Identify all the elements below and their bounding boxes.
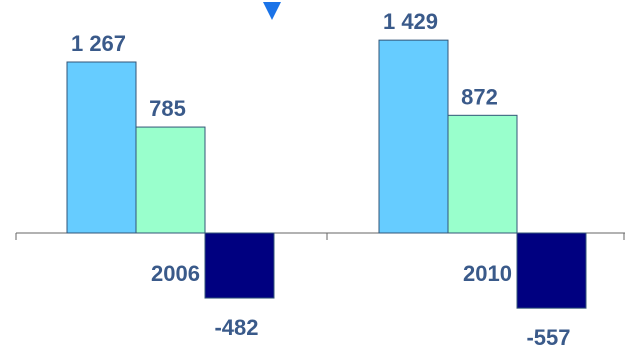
bar-2006-series-3 [204,232,275,299]
bar-2010-series-1 [378,39,449,234]
data-label: 785 [149,96,186,121]
chart-marks: 1 267 1 429 785 872 -482 -557 2006 2010 [15,2,625,350]
bar-2006-series-2 [135,126,206,234]
data-label: -557 [526,325,570,348]
data-label: -482 [214,315,258,340]
data-label: 1 267 [71,31,126,56]
bar-2010-series-2 [447,114,518,234]
bar-2006-series-1 [66,61,137,234]
data-label: 872 [461,84,498,109]
down-arrow-marker-icon [263,2,281,20]
category-label-2006: 2006 [151,261,200,286]
category-label-2010: 2010 [463,261,512,286]
data-label: 1 429 [383,9,438,34]
bar-2010-series-3 [516,232,587,309]
